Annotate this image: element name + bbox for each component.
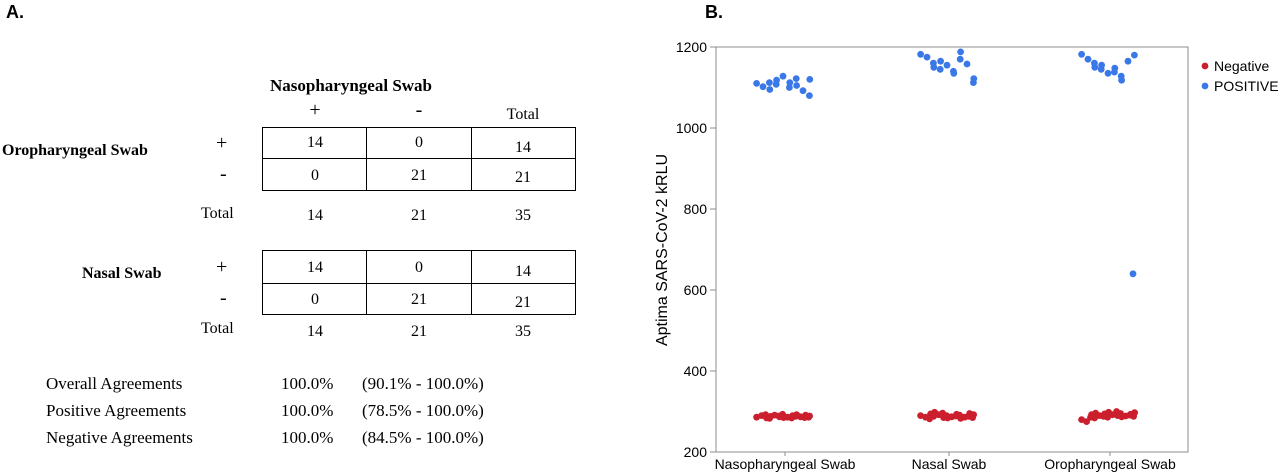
data-point-positive xyxy=(923,53,931,61)
y-tick-label: 1000 xyxy=(676,120,707,136)
data-point-positive xyxy=(936,65,944,73)
row-label-plus: + xyxy=(216,256,228,278)
table-cell: 21 xyxy=(515,294,531,311)
data-point-negative xyxy=(792,413,799,420)
data-point-positive xyxy=(1131,51,1138,59)
total-cell: 14 xyxy=(307,207,323,224)
data-point-positive xyxy=(956,55,964,63)
row-label-plus: + xyxy=(216,132,228,154)
data-point-positive xyxy=(1078,50,1085,58)
y-tick-label: 600 xyxy=(684,282,708,298)
data-point-positive xyxy=(937,57,944,65)
total-cell: 21 xyxy=(411,207,427,224)
data-point-positive xyxy=(943,61,951,69)
data-point-positive xyxy=(766,79,773,86)
table-cell: 21 xyxy=(411,291,427,308)
data-point-positive xyxy=(799,87,807,95)
data-point-negative xyxy=(766,415,773,422)
table-cell: 0 xyxy=(311,291,319,308)
data-point-positive xyxy=(1124,57,1132,65)
agreement-ci: (78.5% - 100.0%) xyxy=(362,401,484,420)
table-cell: 0 xyxy=(415,259,423,276)
x-tick-label: Nasopharyngeal Swab xyxy=(715,456,856,472)
plot-frame xyxy=(715,46,1189,453)
agreement-name: Overall Agreements xyxy=(46,374,183,393)
total-cell: 21 xyxy=(411,323,427,340)
row-header-nasal: Nasal Swab xyxy=(82,265,162,282)
data-point-positive xyxy=(1091,63,1099,71)
total-cell: 14 xyxy=(307,323,323,340)
data-point-negative xyxy=(1130,413,1137,420)
data-point-positive xyxy=(793,82,800,89)
table-cell: 14 xyxy=(515,263,531,280)
panel-b-label: B. xyxy=(705,2,723,22)
legend-marker xyxy=(1201,82,1209,90)
data-point-positive xyxy=(1111,64,1119,72)
legend-label: POSITIVE xyxy=(1214,78,1279,94)
table-cell: 21 xyxy=(411,167,427,184)
y-tick-label: 200 xyxy=(684,444,708,460)
col-label-minus: - xyxy=(415,99,423,121)
table-cell: 14 xyxy=(307,134,323,151)
data-point-positive xyxy=(963,60,971,68)
col-label-total: Total xyxy=(506,106,540,123)
total-row-label: Total xyxy=(201,320,234,337)
y-tick-label: 400 xyxy=(684,363,708,379)
legend-label: Negative xyxy=(1214,58,1269,74)
agreement-ci: (90.1% - 100.0%) xyxy=(362,374,484,393)
data-point-positive xyxy=(759,83,767,91)
agreement-value: 100.0% xyxy=(281,428,334,447)
column-header: Nasopharyngeal Swab xyxy=(270,76,433,95)
data-point-positive xyxy=(957,48,964,56)
row-label-minus: - xyxy=(220,287,227,309)
col-label-plus: + xyxy=(309,99,321,121)
data-point-positive xyxy=(786,79,794,86)
data-point-positive xyxy=(766,86,774,93)
data-point-positive xyxy=(970,75,978,82)
row-label-minus: - xyxy=(220,163,227,185)
data-point-negative xyxy=(969,414,976,421)
x-tick-label: Nasal Swab xyxy=(912,456,987,472)
data-point-negative xyxy=(805,413,812,421)
data-point-positive xyxy=(806,92,813,99)
panel-a-label: A. xyxy=(6,2,24,22)
data-point-positive xyxy=(779,72,787,80)
data-point-positive xyxy=(1098,61,1105,69)
agreement-name: Negative Agreements xyxy=(46,428,193,447)
y-tick-label: 800 xyxy=(684,201,708,217)
data-point-positive xyxy=(1118,76,1125,84)
data-point-positive xyxy=(753,80,760,87)
data-point-positive xyxy=(773,76,780,84)
data-point-positive xyxy=(930,63,938,71)
agreement-name: Positive Agreements xyxy=(46,401,187,420)
data-point-positive xyxy=(792,75,800,82)
agreement-value: 100.0% xyxy=(281,401,334,420)
table-cell: 21 xyxy=(515,169,531,186)
table-cell: 14 xyxy=(307,259,323,276)
agreement-ci: (84.5% - 100.0%) xyxy=(362,428,484,447)
data-point-positive xyxy=(1129,270,1137,278)
total-row-label: Total xyxy=(201,205,234,222)
data-point-positive xyxy=(1104,69,1112,77)
row-header-oropharyngeal: Oropharyngeal Swab xyxy=(2,142,148,159)
y-tick-label: 1200 xyxy=(676,39,707,55)
total-cell: 35 xyxy=(515,323,531,340)
agreement-value: 100.0% xyxy=(281,374,334,393)
y-axis-label: Aptima SARS-CoV-2 kRLU xyxy=(654,154,671,346)
table-cell: 14 xyxy=(515,139,531,156)
table-cell: 0 xyxy=(311,167,319,184)
data-point-negative xyxy=(1083,418,1090,425)
total-cell: 35 xyxy=(515,207,531,224)
table-cell: 0 xyxy=(415,134,423,151)
data-point-positive xyxy=(786,84,793,91)
data-point-positive xyxy=(1084,55,1092,63)
data-point-positive xyxy=(917,50,924,58)
data-point-positive xyxy=(950,69,958,77)
legend-marker xyxy=(1201,62,1209,70)
data-point-positive xyxy=(806,76,814,83)
data-point-negative xyxy=(779,410,786,418)
x-tick-label: Oropharyngeal Swab xyxy=(1044,456,1176,472)
